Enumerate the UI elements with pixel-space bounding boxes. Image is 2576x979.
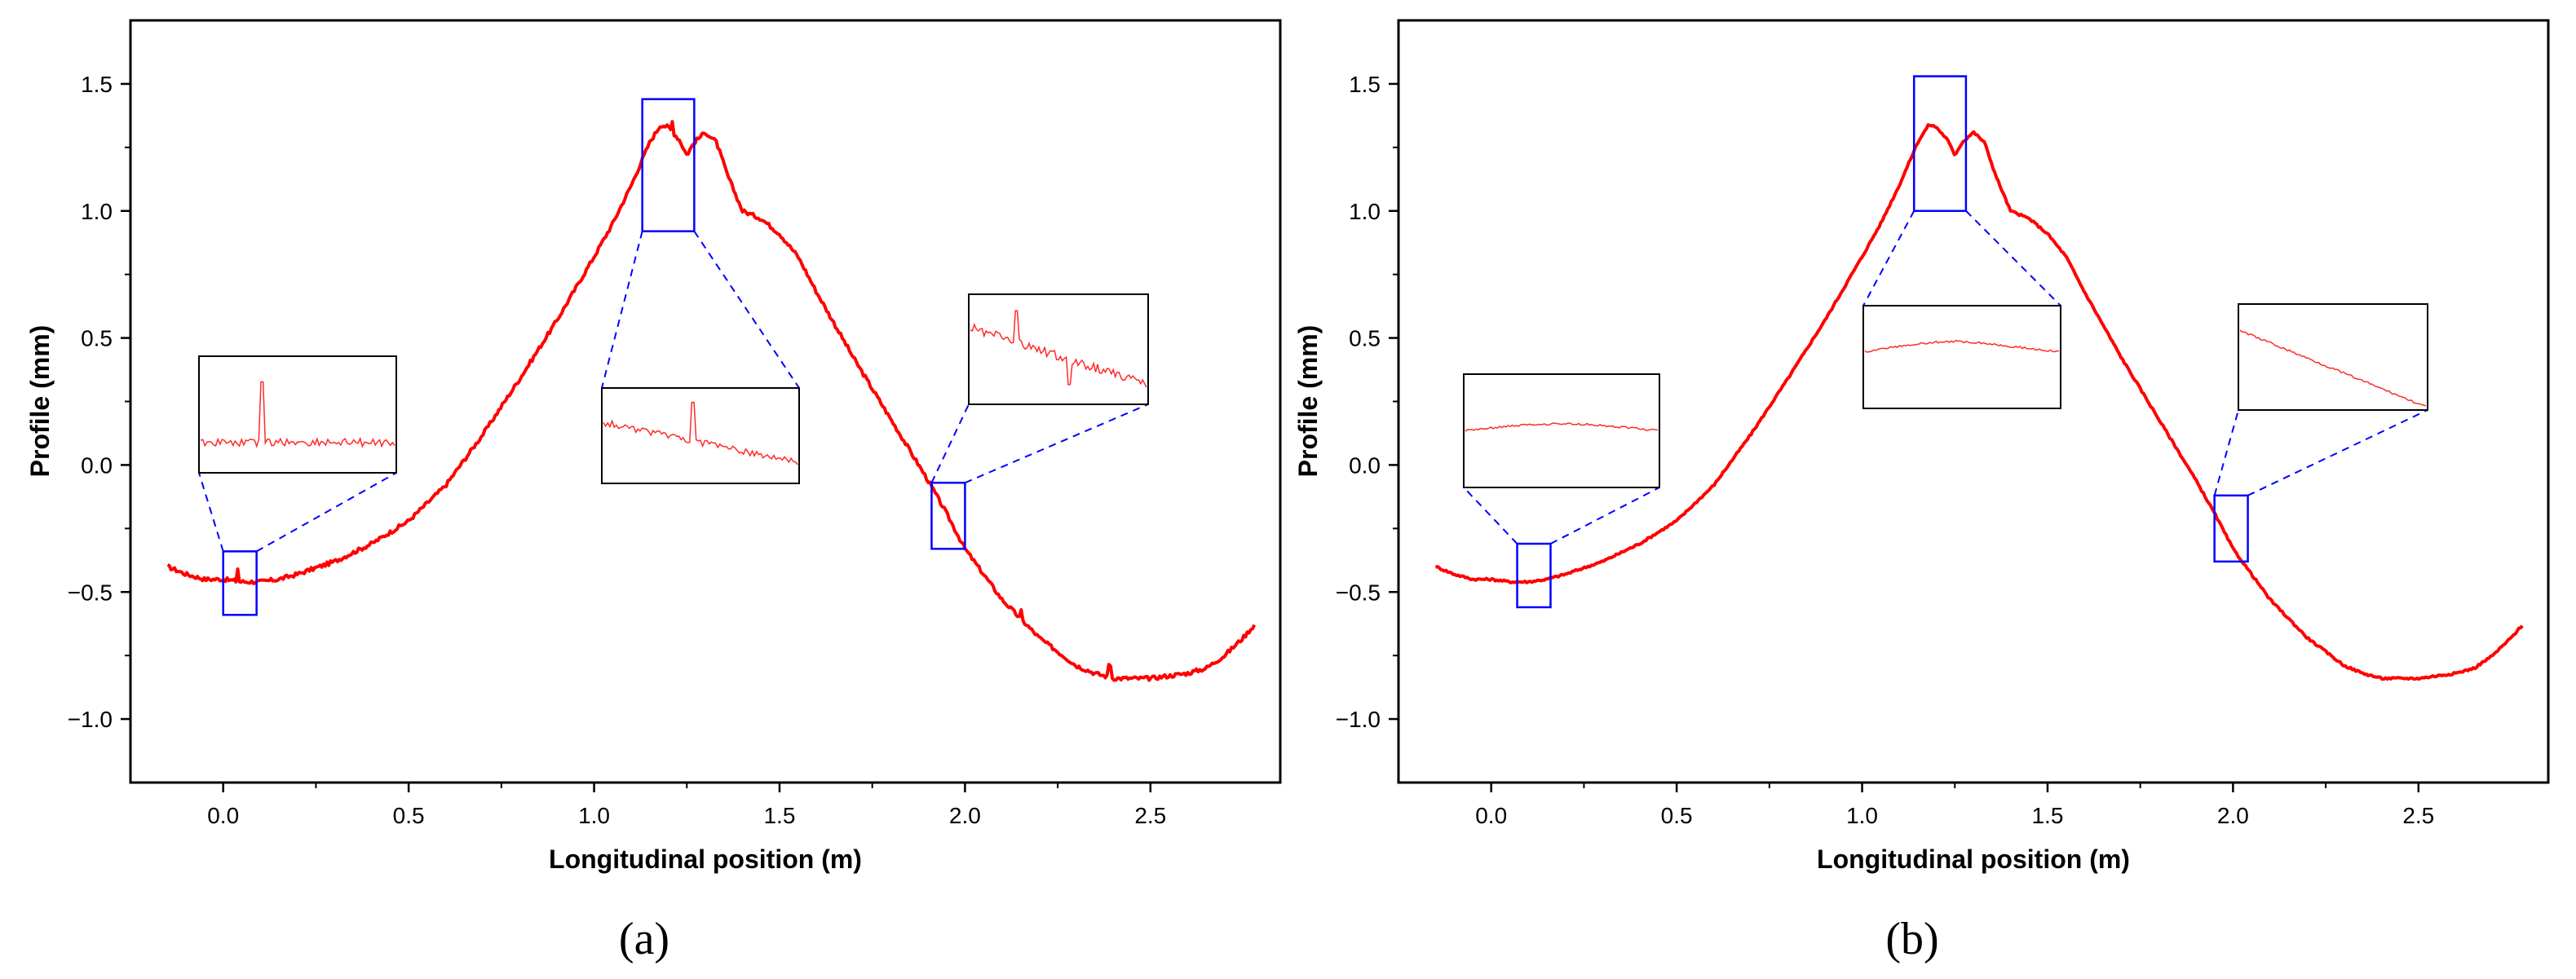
y-tick-label: 0.5 xyxy=(1349,326,1381,351)
x-tick-label: 2.5 xyxy=(2402,803,2434,828)
inset-box xyxy=(601,387,800,484)
zoom-connector xyxy=(930,404,970,483)
inset-trace xyxy=(970,310,1147,388)
x-tick-label: 2.0 xyxy=(2217,803,2249,828)
x-tick-label: 0.5 xyxy=(1661,803,1693,828)
zoom-group xyxy=(1463,75,2428,609)
inset-trace xyxy=(1465,422,1659,432)
y-tick-label: −1.0 xyxy=(1336,707,1381,732)
inset-trace xyxy=(1864,340,2060,353)
zoom-region-box xyxy=(2213,494,2249,563)
panel-label: (b) xyxy=(1885,914,1938,964)
inset-box xyxy=(1862,305,2061,409)
y-tick-label: −0.5 xyxy=(1336,580,1381,605)
x-tick-label: 0.0 xyxy=(1475,803,1507,828)
x-tick-label: 2.0 xyxy=(949,803,981,828)
inset-trace xyxy=(2239,329,2427,407)
x-axis-title: Longitudinal position (m) xyxy=(1817,844,2130,874)
profile-line xyxy=(166,120,1257,682)
inset-box xyxy=(198,355,397,474)
panel-label: (a) xyxy=(619,914,669,964)
zoom-connector xyxy=(964,404,1149,484)
zoom-connector xyxy=(1463,487,1518,545)
x-tick-label: 1.0 xyxy=(1846,803,1878,828)
axis-ticks: 0.0 0.5 1.0 1.5 2.0 2.5 −1.0 −0.5 0.0 0.5 1.0 1.5 xyxy=(1336,72,2435,828)
zoom-connector xyxy=(2213,409,2239,496)
x-tick-label: 0.5 xyxy=(393,803,425,828)
zoom-group xyxy=(198,98,1149,616)
y-tick-label: 0.5 xyxy=(81,326,113,351)
x-tick-label: 2.5 xyxy=(1134,803,1166,828)
y-axis-title: Profile (mm) xyxy=(1293,325,1323,478)
y-tick-label: 1.0 xyxy=(1349,199,1381,224)
y-tick-label: 1.0 xyxy=(81,199,113,224)
zoom-connector xyxy=(198,472,224,552)
inset-box xyxy=(1463,373,1660,488)
zoom-connector xyxy=(693,231,800,389)
y-tick-label: −1.0 xyxy=(68,707,113,732)
y-tick-label: −0.5 xyxy=(68,580,113,605)
x-tick-label: 1.5 xyxy=(763,803,795,828)
zoom-connector xyxy=(601,231,643,389)
inset-trace xyxy=(603,401,798,465)
inset-box xyxy=(2238,303,2428,411)
profile-line xyxy=(1434,123,2524,681)
zoom-region-box xyxy=(1516,542,1552,609)
y-tick-label: 0.0 xyxy=(81,452,113,478)
series-group xyxy=(1434,123,2524,681)
axis-ticks: 0.0 0.5 1.0 1.5 2.0 2.5 −1.0 −0.5 0.0 0.5 1.0 1.5 xyxy=(68,72,1167,828)
y-tick-label: 1.5 xyxy=(81,72,113,97)
zoom-region-box xyxy=(641,98,696,232)
zoom-connector xyxy=(1862,210,1915,306)
x-tick-label: 0.0 xyxy=(207,803,239,828)
zoom-connector xyxy=(256,472,397,553)
x-tick-label: 1.0 xyxy=(578,803,610,828)
zoom-region-box xyxy=(222,550,258,616)
zoom-region-box xyxy=(930,481,966,550)
x-axis-title: Longitudinal position (m) xyxy=(549,844,862,874)
x-tick-label: 1.5 xyxy=(2031,803,2063,828)
y-tick-label: 1.5 xyxy=(1349,72,1381,97)
inset-trace xyxy=(200,381,395,448)
zoom-connector xyxy=(1965,210,2061,306)
zoom-connector xyxy=(2247,409,2428,496)
inset-box xyxy=(968,293,1149,405)
zoom-connector xyxy=(1550,487,1660,545)
series-group xyxy=(166,120,1257,682)
y-tick-label: 0.0 xyxy=(1349,452,1381,478)
y-axis-title: Profile (mm) xyxy=(25,325,55,478)
panel-a: Profile (mm) Longitudinal position (m) (… xyxy=(25,19,1282,964)
zoom-region-box xyxy=(1912,75,1968,212)
panel-b: Profile (mm) Longitudinal position (m) (… xyxy=(1293,19,2550,964)
